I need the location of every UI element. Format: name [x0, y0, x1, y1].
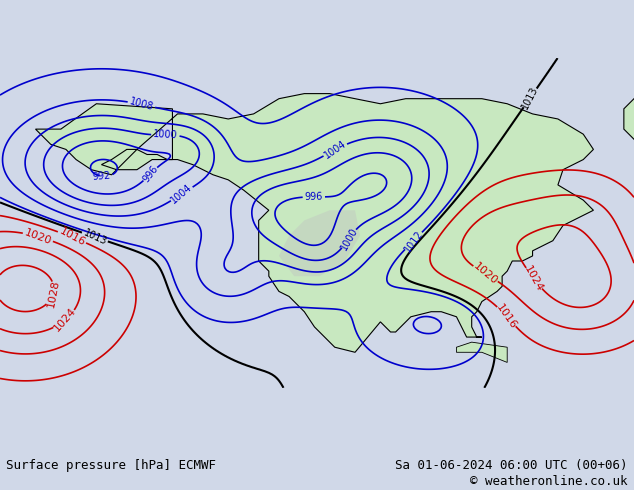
Polygon shape — [456, 342, 507, 363]
Polygon shape — [279, 210, 360, 276]
Text: 1012: 1012 — [402, 228, 425, 254]
Text: Sa 01-06-2024 06:00 UTC (00+06): Sa 01-06-2024 06:00 UTC (00+06) — [395, 459, 628, 472]
Text: 1016: 1016 — [495, 302, 519, 331]
Text: 1013: 1013 — [82, 227, 108, 247]
Text: 996: 996 — [141, 164, 160, 184]
Text: 1004: 1004 — [169, 182, 195, 206]
Polygon shape — [36, 94, 593, 352]
Text: 1008: 1008 — [128, 97, 155, 113]
Text: 996: 996 — [304, 192, 323, 202]
Text: 1013: 1013 — [520, 85, 540, 111]
Text: 1000: 1000 — [153, 129, 178, 141]
Text: 1024: 1024 — [522, 264, 545, 293]
Text: 1016: 1016 — [58, 226, 87, 248]
Text: 1028: 1028 — [46, 278, 61, 308]
Text: 1004: 1004 — [322, 139, 348, 161]
Text: 1024: 1024 — [52, 306, 79, 334]
Text: 992: 992 — [92, 171, 112, 182]
Text: © weatheronline.co.uk: © weatheronline.co.uk — [470, 475, 628, 488]
Polygon shape — [624, 78, 634, 160]
Text: 1000: 1000 — [339, 225, 359, 252]
Text: Surface pressure [hPa] ECMWF: Surface pressure [hPa] ECMWF — [6, 459, 216, 472]
Text: 1020: 1020 — [472, 261, 500, 287]
Text: 1020: 1020 — [23, 227, 53, 246]
